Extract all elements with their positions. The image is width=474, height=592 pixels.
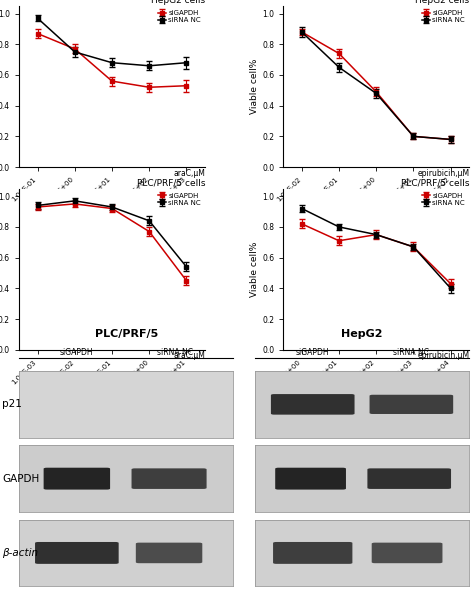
FancyBboxPatch shape — [370, 395, 453, 414]
FancyBboxPatch shape — [35, 542, 118, 564]
FancyBboxPatch shape — [271, 394, 355, 414]
Y-axis label: Viable cell%: Viable cell% — [250, 59, 259, 114]
Text: siGAPDH: siGAPDH — [296, 348, 329, 357]
FancyBboxPatch shape — [372, 543, 442, 563]
FancyBboxPatch shape — [131, 468, 207, 489]
Text: HepG2 cells: HepG2 cells — [415, 0, 469, 5]
Text: HepG2: HepG2 — [341, 329, 383, 339]
Text: PLC/PRF/5: PLC/PRF/5 — [94, 329, 158, 339]
Text: araC,μM: araC,μM — [173, 351, 205, 361]
Text: p21: p21 — [2, 400, 22, 409]
FancyBboxPatch shape — [275, 468, 346, 490]
Legend: siGAPDH, siRNA NC: siGAPDH, siRNA NC — [157, 192, 201, 207]
Text: epirubicin,μM: epirubicin,μM — [417, 351, 469, 361]
Text: β-actin: β-actin — [2, 548, 38, 558]
Legend: siGAPDH, siRNA NC: siGAPDH, siRNA NC — [421, 9, 466, 24]
Text: HepG2 cells: HepG2 cells — [151, 0, 205, 5]
Text: GAPDH: GAPDH — [2, 474, 40, 484]
FancyBboxPatch shape — [273, 542, 352, 564]
Text: PLC/PRF/5 cells: PLC/PRF/5 cells — [137, 179, 205, 188]
FancyBboxPatch shape — [136, 543, 202, 563]
Text: siGAPDH: siGAPDH — [60, 348, 94, 357]
Y-axis label: Viable cell%: Viable cell% — [250, 242, 259, 297]
Text: siRNA NC: siRNA NC — [157, 348, 193, 357]
FancyBboxPatch shape — [367, 468, 451, 489]
Legend: siGAPDH, siRNA NC: siGAPDH, siRNA NC — [421, 192, 466, 207]
Text: PLC/PRF/5 cells: PLC/PRF/5 cells — [401, 179, 469, 188]
FancyBboxPatch shape — [44, 468, 110, 490]
Legend: siGAPDH, siRNA NC: siGAPDH, siRNA NC — [157, 9, 201, 24]
Text: epirubicin,μM: epirubicin,μM — [417, 169, 469, 178]
Text: siRNA NC: siRNA NC — [393, 348, 429, 357]
Text: araC,μM: araC,μM — [173, 169, 205, 178]
